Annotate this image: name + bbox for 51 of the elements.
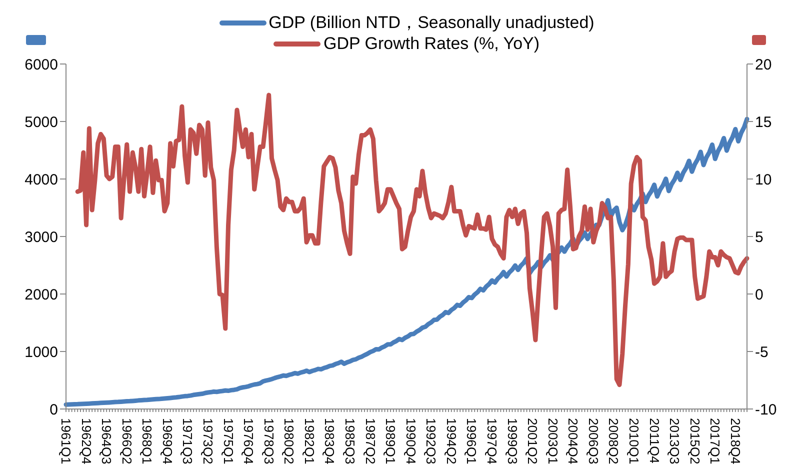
- y-tick-label: 5000: [24, 114, 58, 131]
- x-tick-label: 1976Q4: [241, 418, 256, 464]
- x-tick-label: 2004Q4: [566, 418, 581, 464]
- x-tick-label: 1992Q3: [424, 418, 439, 464]
- x-tick-label: 2017Q1: [708, 418, 723, 464]
- legend-label: GDP Growth Rates (%, YoY): [323, 33, 540, 54]
- x-tick-label: 1987Q2: [362, 418, 378, 464]
- x-tick-label: 2003Q1: [545, 418, 560, 464]
- y-tick-label: 1000: [24, 344, 58, 361]
- x-tick-label: 1985Q3: [342, 418, 358, 464]
- x-tick-label: 1962Q4: [78, 418, 94, 464]
- x-tick-label: 1961Q1: [58, 418, 74, 464]
- line-series: [75, 92, 750, 388]
- y2-tick-label: 5: [755, 228, 764, 246]
- x-tick-label: 1964Q3: [99, 418, 114, 464]
- x-tick-label: 2013Q3: [667, 418, 682, 464]
- x-tick-label: 2008Q2: [606, 418, 622, 464]
- x-tick-label: 1996Q1: [464, 418, 480, 464]
- x-tick-label: 1997Q4: [484, 418, 500, 464]
- y-tick-label: 0: [50, 401, 58, 418]
- y-tick-label: 3000: [24, 228, 58, 246]
- x-tick-label: 1989Q1: [383, 418, 398, 464]
- x-tick-label: 1971Q3: [180, 418, 196, 464]
- x-tick-label: 2010Q1: [626, 418, 642, 464]
- x-tick-label: 2018Q4: [728, 418, 743, 464]
- x-tick-label: 1983Q4: [322, 418, 338, 464]
- x-tick-label: 1982Q1: [302, 418, 317, 464]
- x-tick-label: 2015Q2: [687, 418, 702, 464]
- y2-tick-label: 20: [755, 56, 772, 74]
- legend-label: GDP (Billion NTD，Seasonally unadjusted): [268, 12, 594, 33]
- x-tick-label: 1994Q2: [444, 418, 459, 464]
- x-tick-label: 1990Q4: [403, 418, 418, 464]
- y-tick-label: 6000: [24, 56, 58, 74]
- x-tick-label: 1978Q3: [261, 418, 276, 464]
- x-tick-label: 1999Q3: [504, 418, 520, 464]
- x-tick-label: 1968Q1: [140, 418, 155, 464]
- y2-tick-label: 15: [755, 114, 772, 131]
- x-tick-label: 1975Q1: [220, 418, 236, 464]
- y2-tick-label: -5: [755, 344, 768, 361]
- x-tick-label: 2006Q3: [586, 418, 601, 464]
- x-tick-label: 2011Q4: [646, 418, 662, 464]
- x-tick-label: 1980Q2: [282, 418, 297, 464]
- x-tick-label: 1966Q2: [119, 418, 134, 464]
- y-tick-label: 2000: [24, 286, 58, 304]
- x-tick-label: 1969Q4: [160, 418, 175, 464]
- x-tick-label: 1973Q2: [200, 418, 216, 464]
- y2-tick-label: 10: [755, 171, 772, 188]
- y-tick-label: 4000: [24, 171, 58, 188]
- x-tick-label: 2001Q2: [525, 418, 540, 464]
- y2-tick-label: -10: [755, 401, 777, 418]
- y2-tick-label: 0: [755, 286, 764, 304]
